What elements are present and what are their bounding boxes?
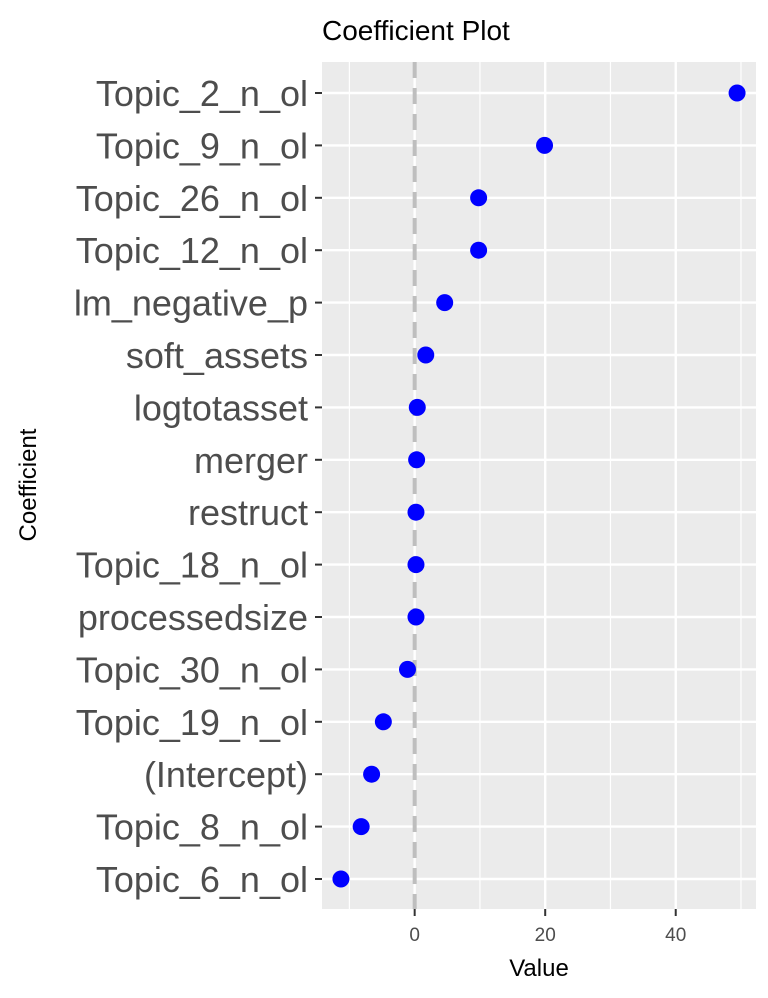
major-gridlines [322,62,756,909]
x-tick-label: 0 [409,925,420,946]
coefficient-point [407,556,425,574]
coefficient-point [407,608,425,626]
y-tick-label: restruct [188,492,308,533]
coefficient-point [470,189,488,207]
x-axis-tick-labels: 0 20 40 [409,925,686,946]
y-axis-title: Coefficient [15,428,42,541]
coefficient-point [363,765,381,783]
y-tick-label: Topic_8_n_ol [96,807,308,848]
coefficient-point [332,870,350,888]
y-tick-label: Topic_18_n_ol [76,545,308,586]
x-tick-label: 20 [535,925,556,946]
y-tick-label: logtotasset [134,387,308,428]
coefficient-point [407,503,425,521]
coefficient-point [408,398,426,416]
coefficient-point [436,294,454,312]
plot-panel [322,62,756,909]
coefficient-point [352,818,370,836]
y-tick-label: Topic_9_n_ol [96,125,308,166]
data-points [332,84,746,888]
y-tick-label: Topic_12_n_ol [76,230,308,271]
y-tick-label: Topic_30_n_ol [76,649,308,690]
coefficient-point [470,241,488,259]
chart-title: Coefficient Plot [322,15,510,46]
coefficient-point [536,136,554,154]
coefficient-point [408,451,426,469]
x-axis-title: Value [509,955,569,982]
y-tick-label: lm_negative_p [74,283,308,324]
y-tick-label: Topic_6_n_ol [96,859,308,900]
y-tick-label: soft_assets [126,335,308,376]
y-tick-label: processedsize [78,597,308,638]
y-tick-label: (Intercept) [144,754,308,795]
y-axis-tick-labels: Topic_2_n_ol Topic_9_n_ol Topic_26_n_ol Top… [74,73,308,900]
y-axis-ticks [315,92,322,880]
y-tick-label: Topic_2_n_ol [96,73,308,114]
y-tick-label: Topic_19_n_ol [76,702,308,743]
coefficient-point [728,84,746,102]
coefficient-point [374,713,392,731]
y-tick-label: merger [194,440,308,481]
coefficient-point [398,660,416,678]
x-tick-label: 40 [665,925,686,946]
coefficient-point [417,346,435,364]
y-tick-label: Topic_26_n_ol [76,178,308,219]
x-axis-ticks [413,909,677,916]
